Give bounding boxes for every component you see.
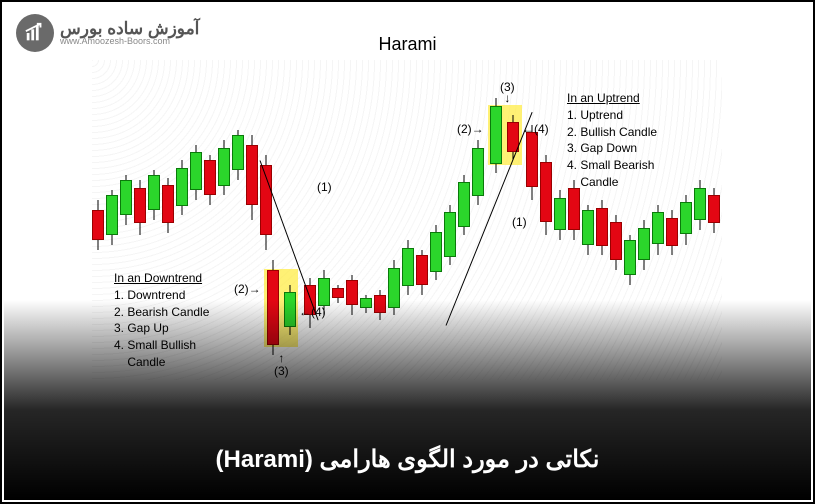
logo-title: آموزش ساده بورس [60,20,199,37]
footer-title: نکاتی در مورد الگوی هارامی (Harami) [2,445,813,474]
legend-uptrend: In an Uptrend1. Uptrend2. Bullish Candle… [567,90,657,191]
annotation-label: ←(4) [522,122,549,136]
annotation-label: (1) [317,180,332,194]
chart-title: Harami [378,34,436,55]
logo-subtitle: www.Amoozesh-Boors.com [60,37,199,46]
main-frame: آموزش ساده بورس www.Amoozesh-Boors.com H… [0,0,815,504]
logo-icon [16,14,54,52]
logo: آموزش ساده بورس www.Amoozesh-Boors.com [16,14,199,52]
annotation-label: (3)↓ [500,80,515,104]
annotation-label: (2)→ [457,122,484,136]
annotation-label: (2)→ [234,282,261,296]
annotation-label: (1) [512,215,527,229]
